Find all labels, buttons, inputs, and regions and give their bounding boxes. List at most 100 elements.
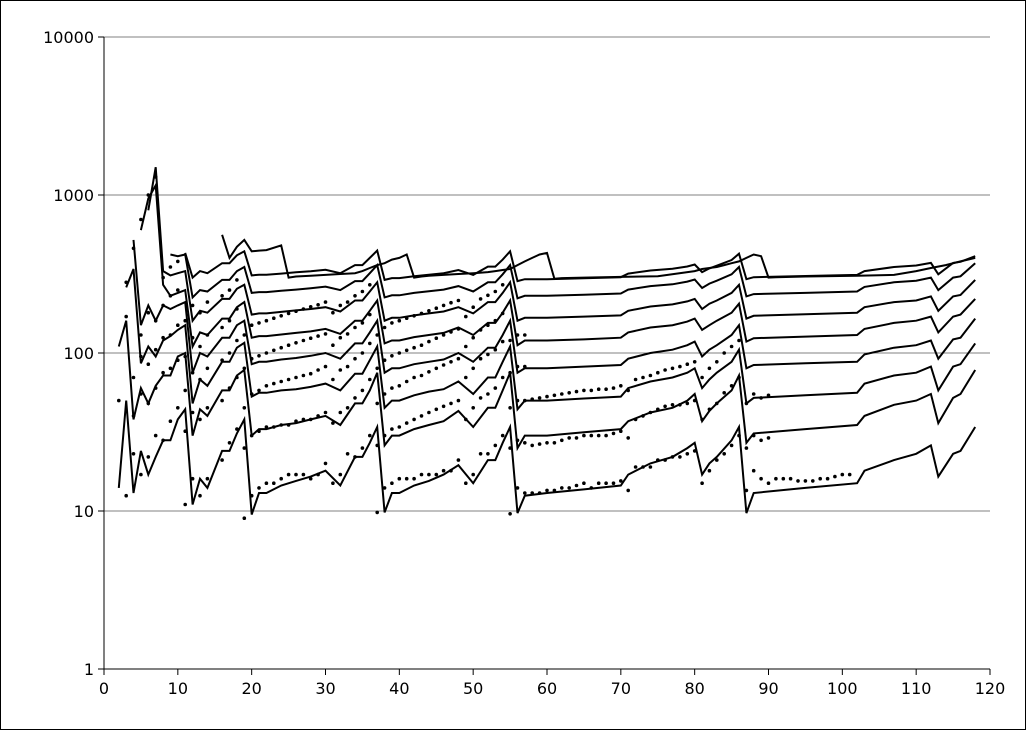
data-point [729,443,734,448]
data-point [530,491,534,495]
data-point [323,332,328,336]
data-point [338,410,343,415]
data-point [183,318,187,323]
data-point [183,388,187,393]
data-point [220,325,224,330]
data-point [286,343,291,348]
data-point [235,375,239,380]
y-tick-label: 1 [84,660,94,679]
data-point [353,325,357,330]
data-point [390,427,394,431]
data-point [368,433,372,438]
data-point [345,406,350,410]
data-point [427,472,431,477]
data-point [412,476,416,481]
data-point [574,436,579,440]
data-point [744,488,749,493]
data-point [190,303,195,308]
data-point [331,421,335,425]
data-point [707,407,712,412]
data-point [345,364,350,369]
data-point [715,401,719,406]
data-point [560,392,564,396]
data-point [279,314,284,318]
data-point [500,375,505,380]
data-point [257,354,261,358]
data-point [308,417,313,422]
data-point [124,280,128,285]
data-point [493,289,498,294]
data-point [279,423,284,427]
data-point [751,468,756,473]
data-point [301,417,306,422]
data-point [168,366,173,371]
data-point [700,375,704,380]
data-point [404,421,409,425]
data-point [205,406,210,410]
data-point [611,481,616,486]
data-point [759,396,763,400]
data-point [722,351,726,355]
data-point [633,465,638,469]
data-point [478,328,483,332]
data-point [670,455,675,459]
data-point [242,406,247,410]
data-point [567,436,571,440]
data-point [464,417,468,422]
x-tick-label: 40 [389,679,409,698]
data-point [235,307,239,311]
data-point [301,373,306,378]
data-point [279,476,284,481]
series-line-4 [132,239,976,375]
data-point [279,379,284,384]
data-point [161,303,165,308]
data-point [131,375,136,380]
data-point [648,410,653,415]
data-point [360,351,365,355]
data-point [560,438,564,443]
data-point [707,366,712,371]
data-point [427,370,431,374]
data-point [589,486,594,490]
data-point [375,510,380,515]
data-point [523,333,527,337]
data-point [368,312,372,317]
data-point [390,354,394,358]
data-point [264,384,269,388]
data-point [146,401,151,406]
data-point [567,391,571,395]
data-point [404,348,409,353]
data-point [316,472,320,477]
data-point [161,438,165,443]
data-point [227,351,232,355]
data-point [249,392,254,396]
data-point [788,476,793,481]
data-point [375,443,380,448]
data-point [427,410,431,415]
data-point [700,417,704,422]
data-point [818,476,822,481]
data-point [368,283,372,287]
data-point [286,423,291,427]
data-point [641,414,645,418]
data-point [774,476,778,481]
data-point [493,443,498,448]
data-point [796,479,800,483]
data-point [552,488,557,493]
y-tick-label: 10 [74,502,94,521]
data-point [419,311,424,316]
data-point [449,300,453,305]
data-point [190,410,195,415]
data-point [464,314,468,319]
data-point [397,318,402,323]
data-point [161,335,165,340]
data-point [508,406,512,410]
data-point [552,393,557,398]
data-point [168,294,173,298]
data-point [345,332,350,336]
data-point [692,398,697,403]
data-point [434,336,439,341]
data-point [397,425,402,429]
data-point [227,386,232,390]
data-point [235,278,239,282]
